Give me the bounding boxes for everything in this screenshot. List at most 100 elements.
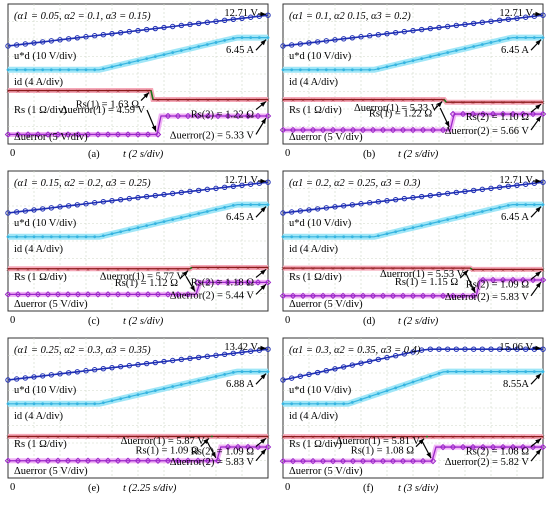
ud-marker [384, 197, 390, 204]
ud-marker [65, 370, 72, 376]
ud-marker [436, 191, 442, 198]
du-marker [539, 276, 547, 284]
rs-marker: × [281, 265, 285, 273]
ud-arrow-head [535, 11, 541, 17]
du-marker [64, 131, 72, 138]
ud-trace [282, 181, 544, 214]
ud-marker [462, 188, 468, 195]
panel-caption: (d) [363, 316, 376, 327]
ud-marker [48, 372, 55, 378]
id-marker [307, 235, 311, 239]
id-marker [428, 374, 432, 378]
id-marker [342, 235, 346, 239]
rs-marker: × [421, 434, 425, 442]
id-marker [385, 232, 389, 236]
rs-step-edge [469, 267, 473, 271]
du-marker [319, 457, 327, 465]
ud-marker [57, 204, 63, 210]
rs-marker: × [186, 266, 190, 274]
du1-arrow-head [211, 451, 216, 458]
panel-caption: (c) [88, 316, 100, 327]
rs-marker: × [401, 265, 405, 273]
du-marker [339, 292, 347, 300]
id-marker [257, 203, 261, 207]
rs-marker: × [186, 433, 190, 441]
id-marker [290, 68, 294, 72]
id-marker [231, 204, 235, 207]
ud-trace [7, 348, 269, 381]
ud-marker [288, 209, 295, 215]
rs-marker: × [146, 433, 150, 441]
du-marker [389, 292, 397, 300]
id-marker [324, 402, 328, 406]
ud-marker [375, 32, 382, 38]
du-marker [154, 131, 162, 138]
rs-label: Rs (1 Ω/div) [289, 105, 342, 116]
ud-marker [496, 346, 503, 352]
ud-marker [332, 37, 338, 43]
du2-value: Δuerror(2) = 5.82 V [445, 457, 530, 468]
id-final-value: 8.55A [503, 379, 529, 390]
du-marker [369, 292, 377, 300]
ud-marker [100, 199, 107, 205]
ud-marker [135, 361, 141, 368]
du-marker [489, 110, 497, 118]
rs-marker: × [166, 433, 170, 441]
du-marker [399, 292, 407, 300]
du-marker [184, 112, 192, 120]
du-marker [319, 126, 327, 134]
rs-marker: × [371, 97, 375, 105]
rs-marker: × [226, 433, 230, 441]
id-marker [281, 402, 285, 406]
id-marker [376, 392, 380, 396]
rs-marker: × [216, 97, 220, 105]
ud-marker [13, 209, 20, 215]
ud-marker [358, 360, 364, 366]
ud-marker [126, 28, 133, 35]
id-marker [480, 370, 484, 373]
rs-marker: × [521, 434, 525, 442]
du-marker [289, 292, 297, 300]
id-marker [110, 65, 114, 69]
rs-marker: × [66, 88, 70, 96]
du-marker [104, 131, 112, 138]
rs-marker: × [491, 99, 495, 107]
rs2-arrow-head [260, 438, 266, 444]
rs-marker: × [301, 265, 305, 273]
id-final-value: 6.45 A [501, 212, 529, 223]
du1-value: Δuerror(1) = 5.87 V [121, 436, 206, 447]
du-marker [134, 131, 142, 138]
ud-marker [514, 15, 520, 21]
du-marker [509, 110, 517, 118]
ud-marker [540, 346, 546, 352]
du-marker [164, 112, 172, 120]
du-marker [204, 279, 212, 286]
du2-value: Δuerror(2) = 5.83 V [170, 457, 255, 468]
du-marker [74, 131, 82, 138]
rs-marker: × [76, 88, 80, 96]
ud-marker [340, 36, 347, 42]
ud-marker [91, 33, 98, 39]
du-marker [124, 291, 132, 298]
ud-marker [152, 359, 159, 366]
rs-marker: × [56, 433, 60, 441]
ud-marker [392, 353, 399, 359]
du-marker [279, 292, 287, 300]
id-marker [402, 228, 406, 232]
du-marker [389, 457, 397, 465]
ud-marker [169, 357, 176, 364]
rs-marker: × [321, 265, 325, 273]
id-marker [205, 377, 209, 380]
ud-marker [418, 193, 425, 200]
rs-label: Rs (1 Ω/div) [289, 272, 342, 283]
du-marker [399, 126, 407, 134]
ud-marker [143, 360, 150, 367]
ud-marker [31, 207, 37, 213]
time-axis-label: t (2.25 s/div) [123, 483, 177, 494]
id-marker [394, 386, 398, 390]
du-marker [499, 443, 507, 451]
id-marker [49, 68, 53, 72]
rs-marker: × [106, 88, 110, 96]
ud-marker [470, 346, 477, 352]
ud-marker [57, 371, 63, 377]
